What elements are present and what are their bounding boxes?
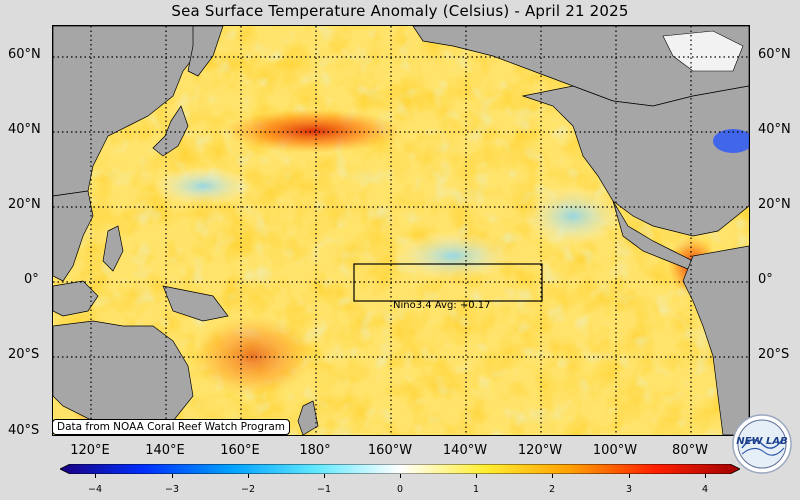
colorbar-tickmark-2 — [552, 474, 553, 478]
colorbar-tick-3: 3 — [625, 484, 633, 495]
sst-anomaly-map — [52, 25, 750, 436]
gridlines — [53, 26, 749, 435]
colorbar-tick-1: 1 — [472, 484, 480, 495]
colorbar-tickmark-3 — [629, 474, 630, 478]
colorbar-tickmark-m3 — [172, 474, 173, 478]
nino34-box — [353, 263, 543, 302]
colorbar-tickmark-0 — [400, 474, 401, 478]
colorbar-tick-m1: −1 — [316, 484, 331, 495]
land-new-guinea — [162, 285, 229, 322]
colorbar-tickmark-4 — [705, 474, 706, 478]
lon-label-120e: 120°E — [70, 443, 110, 458]
land-philippines — [102, 225, 124, 272]
new-lab-logo: NEW LAB — [732, 414, 792, 474]
colorbar-tick-0: 0 — [396, 484, 404, 495]
lat-label-40n-left: 40°N — [8, 122, 41, 137]
land-japan — [152, 105, 189, 157]
land-kamchatka — [187, 26, 224, 77]
lat-label-60n-right: 60°N — [758, 47, 791, 62]
colorbar-bar — [60, 464, 740, 474]
land-china — [53, 190, 94, 282]
lat-label-20s-left: 20°S — [8, 347, 40, 362]
lon-label-120w: 120°W — [517, 443, 563, 458]
logo-text: NEW LAB — [736, 436, 787, 447]
map-title: Sea Surface Temperature Anomaly (Celsius… — [171, 2, 629, 20]
lon-label-160w: 160°W — [367, 443, 413, 458]
nino34-avg-label: Nino3.4 Avg: +0.17 — [393, 300, 491, 311]
colorbar-tick-m3: −3 — [164, 484, 179, 495]
land-australia — [53, 320, 194, 427]
warm-anomaly-kuroshio — [223, 109, 403, 153]
lon-label-80w: 80°W — [672, 443, 708, 458]
lat-label-equator-right: 0° — [758, 272, 773, 287]
colorbar-tickmark-m2 — [248, 474, 249, 478]
colorbar-tick-m2: −2 — [240, 484, 255, 495]
land-borneo — [53, 280, 99, 317]
lon-label-140e: 140°E — [145, 443, 185, 458]
cool-anomaly-baja — [523, 186, 623, 246]
map-canvas — [53, 26, 749, 435]
lat-label-60n-left: 60°N — [8, 47, 41, 62]
lon-label-180: 180° — [299, 443, 331, 458]
colorbar-tickmark-m4 — [95, 474, 96, 478]
sea-ice-arctic — [662, 30, 744, 72]
colorbar-tickmark-1 — [476, 474, 477, 478]
cool-anomaly-central — [393, 231, 513, 281]
lon-label-160e: 160°E — [220, 443, 260, 458]
lat-label-20n-left: 20°N — [8, 197, 41, 212]
land-north-america — [521, 85, 749, 237]
lat-label-40n-right: 40°N — [758, 122, 791, 137]
cool-anomaly-atlantic — [713, 129, 749, 153]
lon-label-100w: 100°W — [592, 443, 638, 458]
colorbar — [60, 464, 740, 474]
land-new-zealand — [297, 400, 319, 435]
lat-label-40s-left: 40°S — [8, 423, 40, 438]
cool-anomaly-west — [153, 166, 253, 206]
colorbar-tick-m4: −4 — [87, 484, 102, 495]
warm-anomaly-south-pacific — [193, 316, 313, 396]
colorbar-tick-4: 4 — [701, 484, 709, 495]
land-south-america — [682, 245, 749, 435]
colorbar-tickmark-m1 — [324, 474, 325, 478]
colorbar-tick-2: 2 — [548, 484, 556, 495]
lat-label-20s-right: 20°S — [758, 347, 790, 362]
lat-label-equator-left: 0° — [24, 272, 39, 287]
data-credit: Data from NOAA Coral Reef Watch Program — [52, 419, 290, 435]
lon-label-140w: 140°W — [442, 443, 488, 458]
lat-label-20n-right: 20°N — [758, 197, 791, 212]
